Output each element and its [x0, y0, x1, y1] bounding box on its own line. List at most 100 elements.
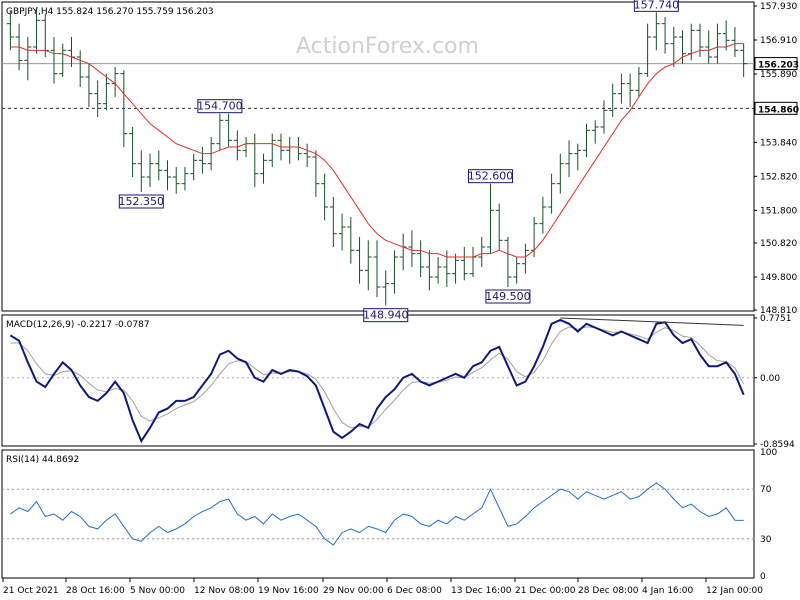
price-callout-label: 154.700 [197, 100, 243, 113]
price-bar [59, 43, 67, 77]
price-bar [600, 100, 608, 134]
x-tick-label: 12 Jan 00:00 [706, 586, 763, 596]
price-callout: 149.500 [485, 289, 531, 304]
price-bar [303, 143, 311, 167]
price-bar [120, 70, 128, 147]
price-bar [452, 253, 460, 284]
macd-line [9, 318, 745, 444]
macd-trendline [560, 317, 744, 326]
price-bar [443, 250, 451, 287]
price-tick-label: 150.820 [760, 239, 797, 249]
price-series: 157.740 154.700 152.350 152.600 148.940 149.5… [2, 0, 754, 323]
price-bar [190, 153, 198, 181]
level-tag: 154.860 [754, 101, 799, 115]
price-bar [373, 240, 381, 297]
price-bar [356, 237, 364, 284]
symbol-header: GBPJPY,H4 155.824 156.270 155.759 156.20… [6, 7, 214, 17]
price-bar [408, 230, 416, 267]
rsi-title: RSI(14) 44.8692 [6, 455, 79, 465]
price-callout: 148.940 [363, 308, 409, 323]
macd-tick-label: -0.8594 [760, 440, 795, 450]
price-callout-label: 152.600 [468, 170, 514, 183]
price-bar [722, 20, 730, 51]
price-tick-label: 156.910 [760, 36, 797, 46]
price-bar [434, 257, 442, 284]
price-bar [390, 250, 398, 294]
price-bar [486, 183, 494, 254]
x-tick-label: 6 Dec 08:00 [387, 586, 442, 596]
x-tick-label: 4 Jan 16:00 [642, 586, 694, 596]
price-bar [652, 12, 660, 51]
price-bar [225, 113, 233, 147]
price-panel [1, 1, 755, 312]
price-bar [164, 160, 171, 191]
moving-average-line [10, 43, 744, 258]
rsi-tick-label: 70 [760, 485, 772, 495]
macd-tick-label: 0.7751 [760, 314, 792, 324]
rsi-panel [1, 449, 755, 579]
price-bar [583, 123, 590, 157]
price-callout-box [633, 0, 679, 12]
price-callout-box [118, 194, 164, 209]
x-tick-label: 5 Nov 00:00 [130, 586, 185, 596]
price-bar [731, 27, 739, 57]
price-bar [425, 250, 433, 291]
price-tick-label: 157.930 [760, 2, 797, 12]
price-bar [137, 150, 145, 192]
x-tick-label: 28 Oct 16:00 [66, 586, 125, 596]
price-callout-box [485, 289, 531, 304]
price-callout: 152.600 [467, 169, 514, 184]
x-tick-label: 21 Oct 2021 [3, 586, 59, 596]
price-tick-label: 155.890 [760, 70, 797, 80]
price-bar [705, 30, 713, 64]
price-bar [268, 133, 276, 167]
price-bar [661, 17, 669, 54]
price-bar [312, 150, 320, 197]
price-callout: 154.700 [197, 99, 243, 114]
price-bar [460, 247, 468, 281]
price-bar [696, 23, 704, 57]
price-bar [417, 240, 425, 277]
price-bar [609, 83, 617, 117]
price-bar [172, 167, 180, 194]
price-bar [513, 257, 521, 284]
price-callout-box [467, 169, 513, 184]
price-tick-label: 149.800 [760, 273, 797, 283]
price-bar [233, 130, 241, 161]
price-callout-label: 148.940 [363, 309, 409, 322]
price-bar [495, 203, 503, 251]
price-bar [644, 23, 652, 77]
macd-series [2, 317, 754, 444]
price-bar [181, 167, 189, 191]
price-bar [216, 113, 224, 151]
price-bar [670, 27, 678, 67]
macd-tick-label: 0.00 [760, 374, 780, 384]
price-callout-label: 157.740 [634, 0, 680, 11]
price-callout: 157.740 [633, 0, 680, 12]
price-bar [740, 43, 748, 77]
x-tick-label: 29 Nov 00:00 [323, 586, 384, 596]
price-tick-label: 148.810 [760, 306, 797, 316]
price-bar [539, 197, 547, 234]
price-tick-label: 151.800 [760, 206, 797, 216]
price-bar [321, 173, 329, 221]
price-bar [556, 153, 564, 194]
price-bar [6, 10, 14, 51]
price-tick-label: 152.820 [760, 172, 797, 182]
price-bar [129, 127, 137, 177]
price-bar [50, 37, 58, 84]
price-bar [338, 213, 346, 251]
rsi-series [2, 482, 754, 546]
rsi-line [10, 482, 744, 546]
level-box [754, 101, 798, 115]
price-bar [635, 67, 643, 97]
macd-title: MACD(12,26,9) -0.2217 -0.0787 [6, 320, 150, 330]
price-bar [521, 243, 529, 274]
rsi-tick-label: 30 [760, 535, 772, 545]
current-price-box [754, 57, 798, 71]
price-bar [364, 240, 372, 291]
price-bar [85, 63, 93, 107]
price-bar [76, 50, 84, 87]
